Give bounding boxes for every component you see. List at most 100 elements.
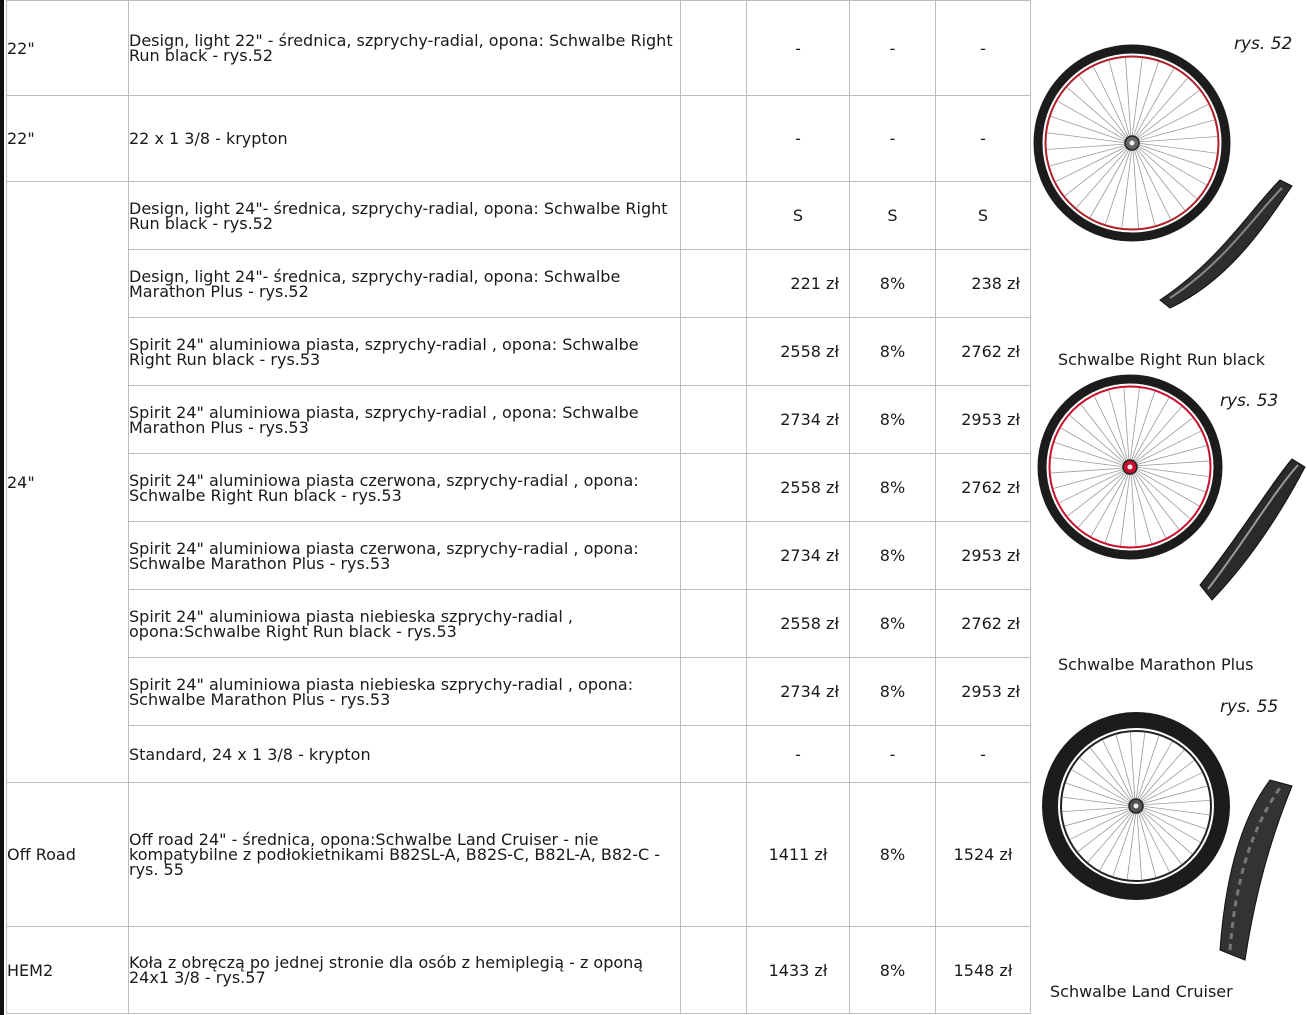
vat-cell: - <box>849 725 936 783</box>
spoke <box>1134 460 1210 467</box>
spoke <box>1123 387 1130 463</box>
spoke <box>1134 466 1209 477</box>
net-price-cell: 2734 zł <box>746 657 850 726</box>
tire-tread-55 <box>1228 787 1282 951</box>
gross-price-cell: - <box>935 725 1031 783</box>
spoke <box>1137 810 1157 878</box>
figure-ref-55: rys. 55 <box>1220 697 1279 717</box>
spoke <box>1126 810 1137 880</box>
table-row: Spirit 24" aluminiowa piasta, szprychy-r… <box>7 317 1031 386</box>
table-row: Spirit 24" aluminiowa piasta niebieska s… <box>7 657 1031 726</box>
description-cell: Design, light 24"- średnica, szprychy-ra… <box>128 249 681 318</box>
figure-caption-53: Schwalbe Marathon Plus <box>1058 655 1254 674</box>
spoke <box>1133 147 1156 226</box>
table-row: 22" Design, light 22" - średnica, szpryc… <box>6 0 1031 96</box>
spoke <box>1071 769 1132 805</box>
wheel-size-cell: 22" <box>6 95 129 182</box>
wheel-size-cell: 22" <box>6 0 129 96</box>
spoke <box>1136 810 1143 880</box>
tire-tread-52 <box>1169 187 1283 299</box>
vat-cell: S <box>849 181 936 250</box>
spoke <box>1054 441 1126 467</box>
gross-price-cell: 2953 zł <box>935 521 1031 590</box>
description-cell: Koła z obręczą po jednej stronie dla osó… <box>128 926 681 1014</box>
spoke <box>1050 116 1128 143</box>
hub-axle <box>1127 464 1133 470</box>
tire-ring <box>1033 44 1231 242</box>
description-cell: Spirit 24" aluminiowa piasta, szprychy-r… <box>128 385 681 454</box>
spoke <box>1135 103 1209 141</box>
spoke <box>1135 732 1146 802</box>
spoke <box>1132 147 1139 229</box>
description-cell: Design, light 24"- średnica, szprychy-ra… <box>128 181 681 250</box>
tire-tread-53 <box>1207 464 1299 590</box>
vat-cell: 8% <box>849 385 936 454</box>
spoke <box>1134 146 1172 220</box>
spoke <box>1102 739 1134 803</box>
empty-cell <box>680 181 747 250</box>
spoke <box>1079 757 1133 804</box>
figure-ref-52: rys. 52 <box>1234 34 1293 54</box>
spoke <box>1112 810 1136 877</box>
net-price-cell: 2558 zł <box>746 317 850 386</box>
spoke <box>1076 146 1130 209</box>
empty-cell <box>680 249 747 318</box>
spoke <box>1136 136 1218 143</box>
spoke <box>1055 145 1129 183</box>
tire-ring <box>1042 712 1230 900</box>
spoke <box>1140 785 1208 805</box>
spoke <box>1099 810 1135 871</box>
spoke <box>1121 147 1133 228</box>
spoke <box>1139 808 1193 855</box>
empty-cell <box>680 782 747 927</box>
figure-caption-52: Schwalbe Right Run black <box>1058 350 1265 369</box>
empty-cell <box>680 589 747 658</box>
gross-price-cell: 2762 zł <box>935 589 1031 658</box>
figure-caption-55: Schwalbe Land Cruiser <box>1050 982 1233 1001</box>
spoke <box>1140 807 1201 843</box>
gross-price-cell: S <box>935 181 1031 250</box>
spoke <box>1129 732 1136 802</box>
spoke <box>1133 68 1175 139</box>
spoke <box>1134 77 1188 140</box>
table-row: Design, light 24"- średnica, szprychy-ra… <box>7 249 1031 318</box>
vat-cell: 8% <box>849 589 936 658</box>
spoke <box>1087 809 1134 863</box>
spoke <box>1120 471 1131 546</box>
spoke <box>1131 58 1143 139</box>
table-row: Spirit 24" aluminiowa piasta, szprychy-r… <box>7 385 1031 454</box>
spoke <box>1066 87 1129 141</box>
net-price-cell: 2558 zł <box>746 589 850 658</box>
vat-cell: 8% <box>849 453 936 522</box>
wheel-55 <box>1042 712 1230 900</box>
spoke <box>1047 132 1128 144</box>
empty-cell <box>680 385 747 454</box>
vat-cell: 8% <box>849 926 936 1014</box>
spoke <box>1053 468 1126 489</box>
wheel-image-55 <box>1042 712 1293 961</box>
vat-cell: 8% <box>849 249 936 318</box>
spoke <box>1140 806 1207 830</box>
gross-price-cell: 2953 zł <box>935 385 1031 454</box>
spoke <box>1133 430 1202 465</box>
wheel-53 <box>1037 374 1223 560</box>
vat-cell: - <box>849 95 936 182</box>
wheel-size-cell: HEM2 <box>6 926 129 1014</box>
spoke <box>1136 119 1215 142</box>
spoke <box>1064 146 1129 197</box>
table-row: Spirit 24" aluminiowa piasta czerwona, s… <box>7 453 1031 522</box>
vat-cell: 8% <box>849 521 936 590</box>
spoke <box>1139 772 1203 804</box>
spoke <box>1089 747 1133 803</box>
spoke <box>1130 391 1156 463</box>
description-cell: Design, light 22" - średnica, szprychy-r… <box>128 0 681 96</box>
spoke <box>1134 445 1207 466</box>
net-price-cell: S <box>746 181 850 250</box>
spoke <box>1115 734 1135 802</box>
wheel-size-cell: 24" <box>6 181 129 783</box>
table-row: 24" Design, light 24"- średnica, szprych… <box>6 181 1031 783</box>
table-row: Off Road Off road 24" - średnica, opona:… <box>6 782 1031 927</box>
spoke <box>1136 143 1214 170</box>
spoke <box>1077 809 1133 853</box>
net-price-cell: 1411 zł <box>746 782 850 927</box>
